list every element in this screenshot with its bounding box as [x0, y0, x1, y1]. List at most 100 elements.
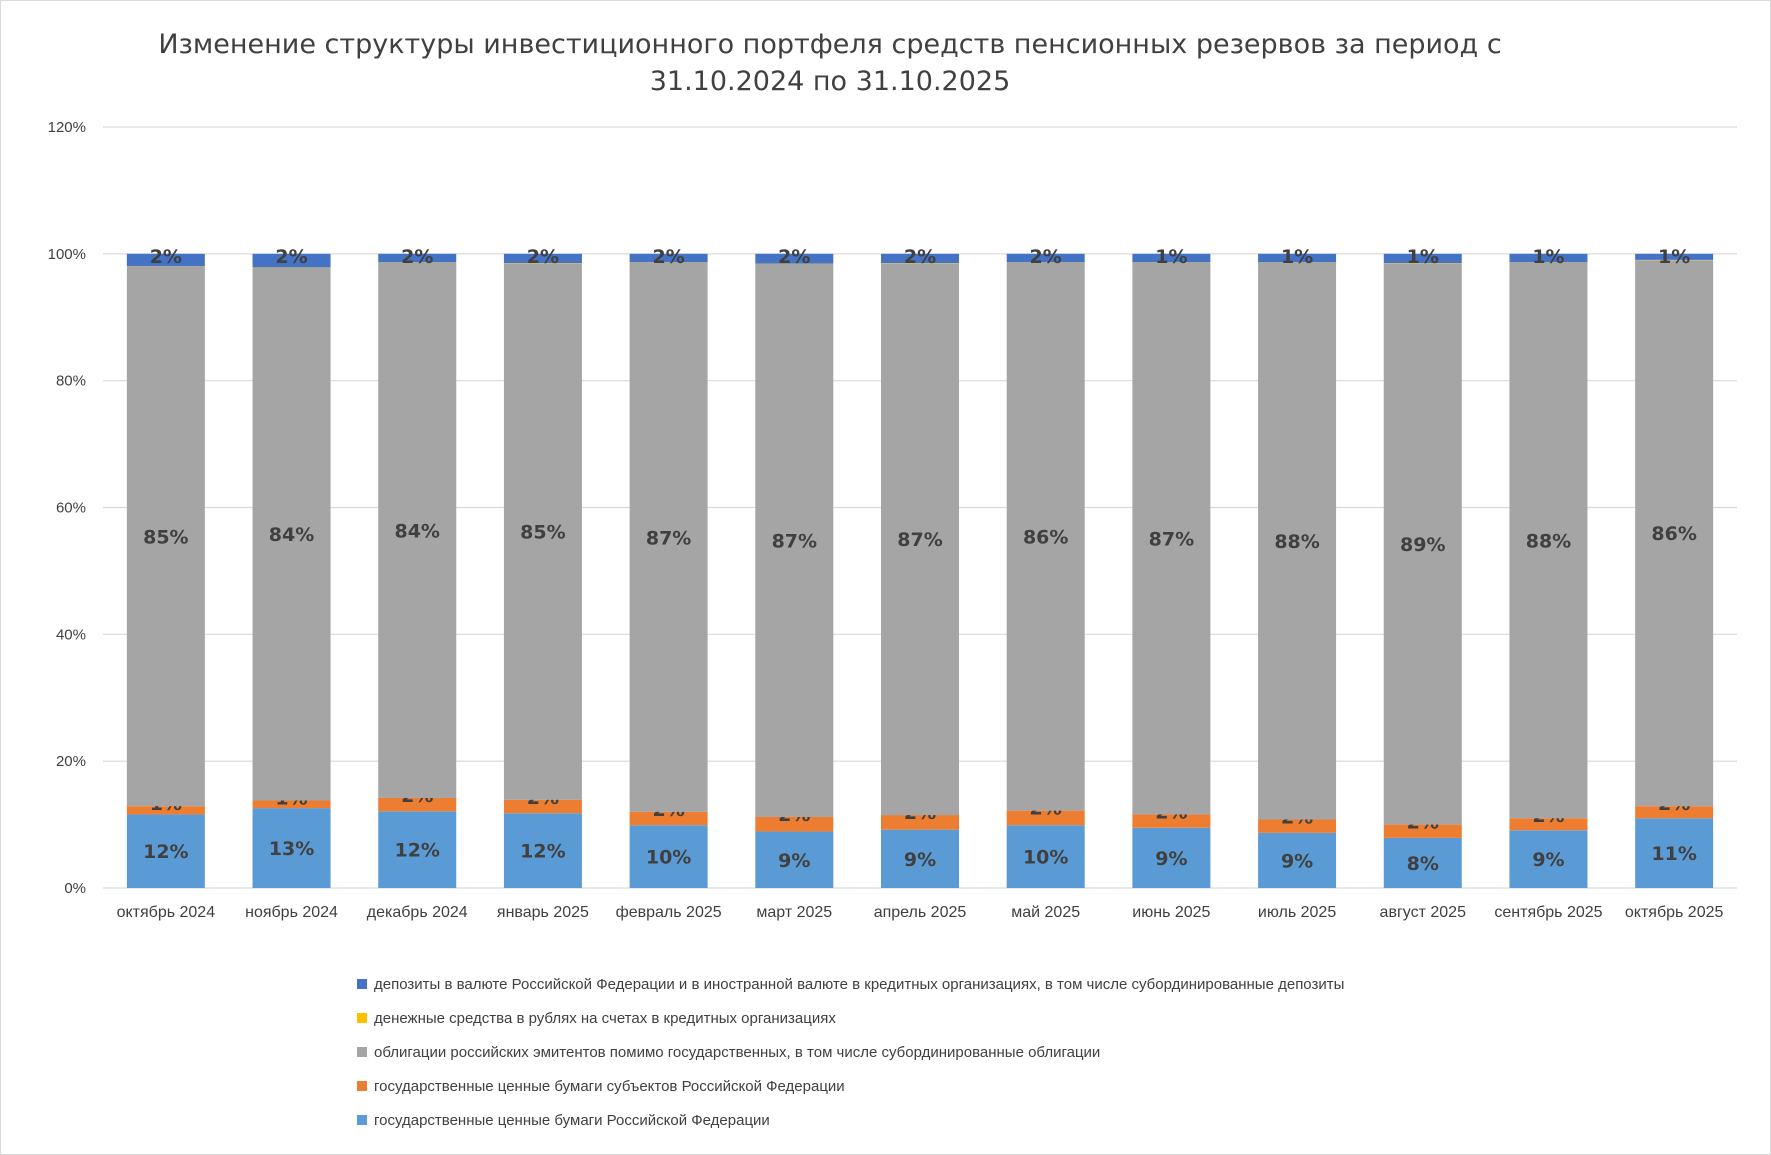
bar-segment: [1509, 253, 1588, 263]
legend-label: облигации российских эмитентов помимо го…: [374, 1043, 1101, 1061]
legend-swatch: [357, 1013, 367, 1023]
bar-segment: [1258, 262, 1337, 820]
bar-segment: [755, 831, 834, 888]
bar-segment: [1383, 837, 1462, 888]
x-tick-label: апрель 2025: [874, 904, 967, 921]
y-tick-label: 100%: [48, 246, 86, 263]
chart-plot: 0% 20% 40% 60% 80% 100% 120% 12% 1% 85% 2% октябрь …: [48, 119, 1737, 921]
data-label: 11%: [1651, 843, 1696, 865]
data-label: 85%: [143, 526, 188, 548]
bar-segment: [1132, 814, 1211, 828]
legend-swatch: [357, 1047, 367, 1057]
bar-segment: [252, 800, 331, 809]
data-label: 9%: [1281, 850, 1313, 872]
bar-segment: [1132, 262, 1211, 815]
chart-title-line-2: 31.10.2024 по 31.10.2025: [649, 66, 1011, 97]
data-label: 10%: [1023, 847, 1068, 869]
data-label: 9%: [1155, 848, 1187, 870]
data-label: 13%: [269, 838, 314, 860]
legend-label: государственные ценные бумаги субъектов …: [374, 1077, 845, 1095]
bar-segment: [1509, 262, 1588, 819]
bar-segment: [378, 262, 457, 798]
bar-segment: [629, 253, 708, 263]
bar-segment: [378, 253, 457, 263]
x-tick-label: июль 2025: [1258, 904, 1336, 921]
data-label: 9%: [1532, 849, 1564, 871]
bar-segment: [1132, 253, 1211, 263]
data-label: 1%: [1658, 246, 1690, 268]
data-label: 2%: [275, 246, 307, 268]
legend-label: государственные ценные бумаги Российской…: [374, 1111, 770, 1129]
legend-label: депозиты в валюте Российской Федерации и…: [374, 975, 1345, 993]
data-label: 86%: [1023, 527, 1068, 549]
bar-segment: [1006, 810, 1085, 826]
legend-item: государственные ценные бумаги субъектов …: [357, 1069, 1344, 1103]
bar-segment: [629, 825, 708, 888]
bar-segment: [1258, 832, 1337, 888]
x-tick-label: сентябрь 2025: [1494, 904, 1602, 921]
bar-segment: [1006, 825, 1085, 888]
y-tick-label: 60%: [56, 500, 86, 517]
legend-item: денежные средства в рублях на счетах в к…: [357, 1001, 1344, 1035]
x-tick-label: октябрь 2025: [1625, 904, 1724, 921]
bar-segment: [1635, 806, 1714, 819]
data-label: 2%: [401, 246, 433, 268]
bar-segment: [378, 811, 457, 888]
x-tick-label: август 2025: [1380, 904, 1467, 921]
y-tick-label: 120%: [48, 119, 86, 136]
bar-segment: [1383, 263, 1462, 825]
data-label: 12%: [394, 840, 439, 862]
bar-segment: [1006, 253, 1085, 263]
legend-item: облигации российских эмитентов помимо го…: [357, 1035, 1344, 1069]
bar-segment: [1258, 253, 1337, 263]
legend-swatch: [357, 1115, 367, 1125]
y-tick-label: 40%: [56, 626, 86, 643]
bar-segment: [1635, 260, 1714, 807]
x-tick-label: ноябрь 2024: [245, 904, 338, 921]
legend-swatch: [357, 1081, 367, 1091]
bar-segment: [252, 808, 331, 888]
legend-swatch: [357, 979, 367, 989]
bar-segment: [629, 811, 708, 826]
bar-segment: [755, 816, 834, 832]
bar-segment: [881, 253, 959, 264]
data-label: 2%: [778, 246, 810, 268]
bar-segment: [503, 813, 582, 888]
data-label: 2%: [652, 246, 684, 268]
data-label: 2%: [904, 246, 936, 268]
bar-segment: [755, 253, 834, 264]
bar-segment: [1132, 827, 1211, 888]
data-label: 1%: [1407, 246, 1439, 268]
data-label: 2%: [527, 246, 559, 268]
data-label: 8%: [1407, 853, 1439, 875]
bar-segment: [126, 806, 205, 815]
data-label: 2%: [1030, 246, 1062, 268]
bar-segment: [378, 797, 457, 812]
data-label: 9%: [904, 849, 936, 871]
data-label: 10%: [646, 847, 691, 869]
bar-segment: [1635, 818, 1714, 888]
data-label: 87%: [1149, 529, 1194, 551]
x-tick-label: февраль 2025: [616, 904, 722, 921]
bar-segment: [881, 829, 959, 888]
bar-segment: [252, 253, 331, 268]
y-tick-label: 0%: [64, 880, 86, 897]
bar-segment: [881, 815, 959, 830]
chart-title: Изменение структуры инвестиционного порт…: [0, 26, 1660, 100]
data-label: 1%: [1155, 246, 1187, 268]
data-label: 1%: [1281, 246, 1313, 268]
x-tick-label: январь 2025: [497, 904, 589, 921]
bar-segment: [1383, 824, 1462, 838]
data-label: 87%: [897, 529, 942, 551]
legend-label: денежные средства в рублях на счетах в к…: [374, 1009, 836, 1027]
bar-segment: [1635, 253, 1714, 260]
bar-segment: [126, 266, 205, 807]
x-tick-label: декабрь 2024: [367, 904, 468, 921]
data-label: 1%: [1532, 246, 1564, 268]
x-tick-label: июнь 2025: [1132, 904, 1210, 921]
legend-item: депозиты в валюте Российской Федерации и…: [357, 967, 1344, 1001]
x-tick-label: март 2025: [756, 904, 832, 921]
bar-segment: [629, 262, 708, 812]
bar-segment: [1509, 818, 1588, 831]
data-label: 12%: [520, 841, 565, 863]
